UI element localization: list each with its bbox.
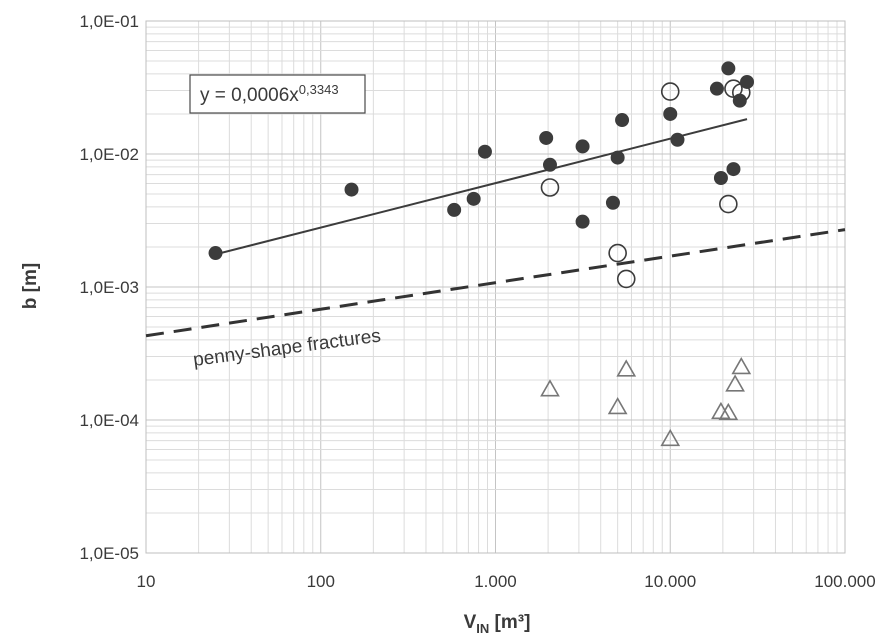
filled-circle-point: [542, 157, 557, 172]
y-tick-labels: 1,0E-05 1,0E-04 1,0E-03 1,0E-02 1,0E-01: [79, 12, 139, 563]
x-tick-label: 10: [137, 572, 156, 591]
x-axis-title-main: V: [464, 612, 477, 633]
filled-circle-point: [726, 162, 741, 177]
penny-shape-reference-line: [145, 228, 846, 338]
filled-circle-point: [605, 195, 620, 210]
filled-circle-point: [721, 61, 736, 76]
filled-circle-point: [713, 171, 728, 186]
plot-area-frame: [145, 20, 846, 554]
filled-circle-point: [575, 139, 590, 154]
open-circle-point: [660, 82, 680, 101]
y-tick-label: 1,0E-04: [79, 411, 139, 430]
open-triangle-point: [607, 396, 628, 415]
filled-circle-point: [610, 150, 625, 165]
open-circle-point: [731, 83, 751, 102]
filled-circle-point: [615, 113, 630, 128]
x-axis-title: VIN [m³]: [464, 612, 531, 636]
y-tick-label: 1,0E-05: [79, 544, 139, 563]
open-triangle-point: [616, 359, 637, 377]
trendline: [215, 118, 748, 256]
x-axis-title-unit: [m³]: [489, 612, 530, 633]
open-triangle-point: [731, 356, 752, 375]
x-tick-labels: 10 100 1.000 10.000 100.000: [137, 572, 876, 591]
filled-circle-point: [670, 132, 685, 147]
filled-circle-point: [447, 202, 462, 217]
x-tick-label: 100: [307, 572, 335, 591]
open-circle-point: [616, 269, 636, 289]
y-tick-label: 1,0E-02: [79, 145, 139, 164]
open-triangle-point: [660, 428, 681, 447]
x-tick-label: 10.000: [644, 572, 696, 591]
x-tick-label: 100.000: [814, 572, 875, 591]
open-circle-point: [719, 194, 738, 214]
y-axis-title: b [m]: [20, 263, 41, 309]
equation-main: y = 0,0006x: [200, 85, 299, 106]
open-triangle-point: [540, 379, 560, 397]
reference-line: [145, 228, 846, 338]
open-circle-point: [608, 243, 627, 263]
y-tick-label: 1,0E-03: [79, 278, 139, 297]
open-circle-point: [540, 178, 560, 197]
filled-circle-point: [344, 182, 359, 197]
trendline-path: [215, 118, 748, 256]
open-triangle-point: [718, 402, 739, 421]
equation-label: y = 0,0006x0,3343: [200, 82, 339, 106]
data-points: [208, 61, 755, 447]
y-tick-label: 1,0E-01: [79, 12, 139, 31]
equation-box: y = 0,0006x0,3343: [189, 74, 366, 114]
filled-circle-point: [709, 81, 724, 96]
filled-circle-point: [466, 191, 481, 206]
x-axis-title-sub: IN: [476, 621, 489, 636]
filled-circle-point: [740, 74, 755, 89]
filled-circle-point: [539, 130, 554, 145]
equation-exponent: 0,3343: [299, 82, 339, 97]
filled-circle-point: [477, 144, 492, 159]
filled-circle-point: [575, 214, 590, 229]
filled-circle-point: [208, 246, 223, 261]
open-triangle-point: [725, 374, 745, 392]
filled-circle-point: [663, 106, 678, 121]
x-tick-label: 1.000: [474, 572, 517, 591]
reference-line-label: penny-shape fractures: [192, 325, 382, 370]
